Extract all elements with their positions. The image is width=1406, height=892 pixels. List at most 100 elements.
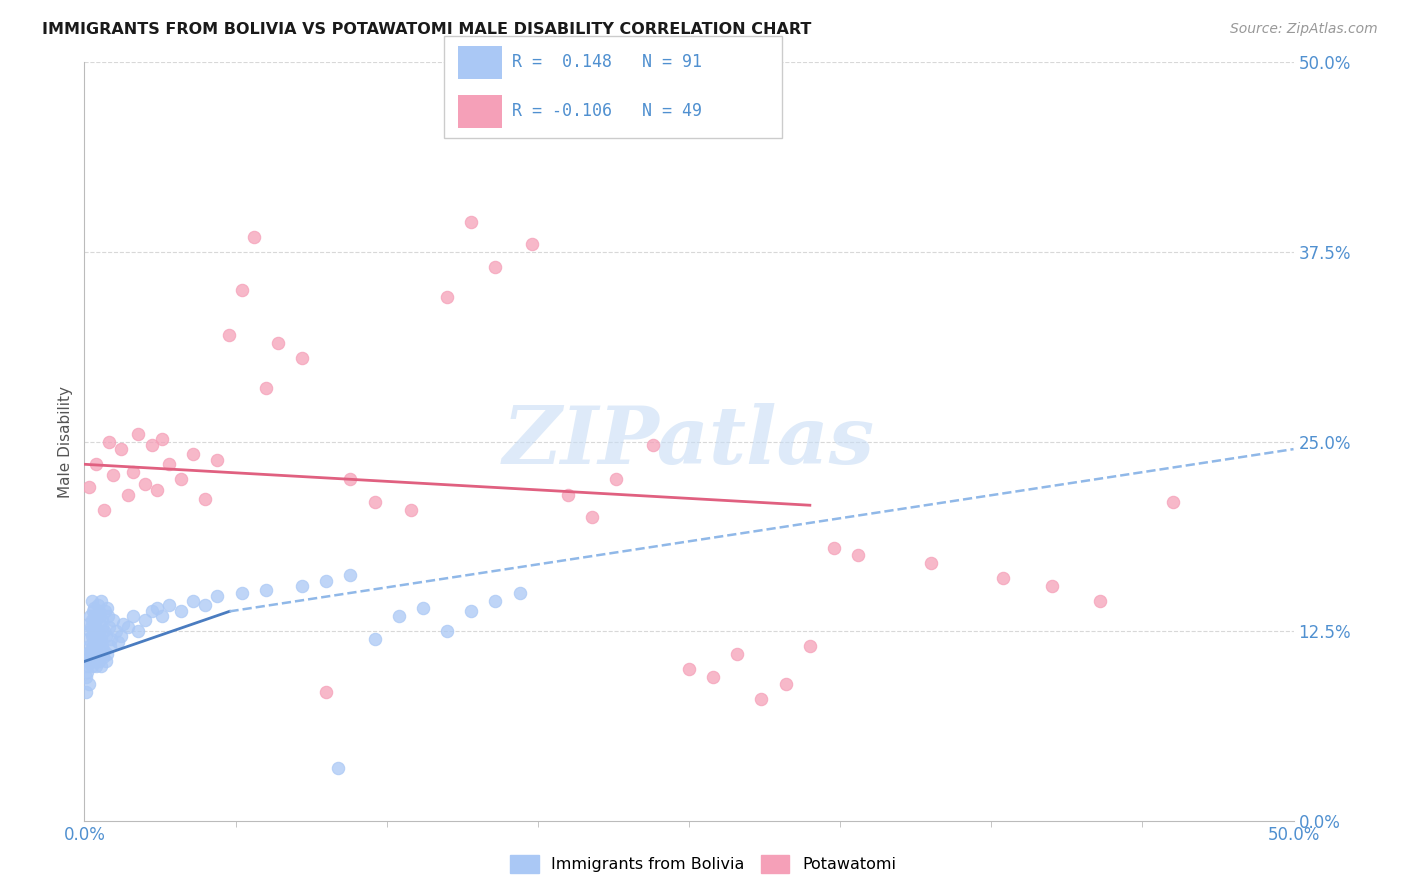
- Point: [641, 437, 664, 451]
- Point: [460, 604, 482, 618]
- Point: [83, 655, 105, 669]
- Point: [436, 291, 458, 305]
- Point: [993, 571, 1015, 585]
- Point: [103, 467, 125, 482]
- Point: [104, 624, 127, 639]
- Point: [77, 616, 100, 631]
- Point: [1161, 495, 1184, 509]
- Point: [86, 639, 108, 653]
- Point: [363, 495, 385, 509]
- Point: [87, 629, 110, 643]
- Point: [678, 662, 700, 676]
- Point: [83, 649, 105, 664]
- Point: [150, 432, 173, 446]
- Point: [121, 608, 143, 623]
- Point: [127, 427, 149, 442]
- Point: [315, 685, 337, 699]
- Point: [75, 669, 97, 683]
- Point: [82, 604, 104, 618]
- Point: [79, 649, 101, 664]
- Point: [87, 604, 110, 618]
- FancyBboxPatch shape: [458, 95, 502, 128]
- Point: [76, 659, 98, 673]
- Point: [110, 629, 132, 643]
- Text: R = -0.106   N = 49: R = -0.106 N = 49: [512, 102, 702, 120]
- Point: [89, 655, 111, 669]
- Point: [1088, 594, 1111, 608]
- Point: [96, 601, 118, 615]
- Point: [89, 634, 111, 648]
- Point: [77, 480, 100, 494]
- Point: [751, 692, 773, 706]
- Point: [86, 614, 108, 628]
- Point: [363, 632, 385, 646]
- Point: [242, 229, 264, 244]
- Point: [77, 639, 100, 653]
- Point: [194, 599, 217, 613]
- Point: [157, 457, 180, 471]
- Legend: Immigrants from Bolivia, Potawatomi: Immigrants from Bolivia, Potawatomi: [503, 848, 903, 880]
- Text: IMMIGRANTS FROM BOLIVIA VS POTAWATOMI MALE DISABILITY CORRELATION CHART: IMMIGRANTS FROM BOLIVIA VS POTAWATOMI MA…: [42, 22, 811, 37]
- Point: [93, 624, 115, 639]
- Point: [581, 510, 603, 524]
- Point: [91, 619, 114, 633]
- Point: [605, 473, 627, 487]
- Point: [77, 632, 100, 646]
- Point: [520, 237, 543, 252]
- Point: [121, 465, 143, 479]
- Point: [87, 647, 110, 661]
- Point: [509, 586, 531, 600]
- Point: [86, 624, 108, 639]
- Point: [82, 639, 104, 653]
- Point: [823, 541, 845, 555]
- Point: [94, 604, 117, 618]
- Point: [1040, 579, 1063, 593]
- Point: [90, 594, 112, 608]
- Point: [94, 655, 117, 669]
- Y-axis label: Male Disability: Male Disability: [58, 385, 73, 498]
- Point: [141, 604, 163, 618]
- Point: [170, 604, 193, 618]
- Point: [93, 503, 115, 517]
- Point: [799, 639, 821, 653]
- Point: [100, 632, 122, 646]
- Point: [141, 437, 163, 451]
- Point: [254, 382, 277, 396]
- Point: [97, 434, 120, 449]
- Point: [79, 624, 101, 639]
- Text: ZIPatlas: ZIPatlas: [503, 403, 875, 480]
- Point: [107, 634, 129, 648]
- Point: [80, 594, 103, 608]
- Point: [82, 659, 104, 673]
- Point: [110, 442, 132, 457]
- Point: [84, 619, 107, 633]
- Point: [83, 634, 105, 648]
- Text: Source: ZipAtlas.com: Source: ZipAtlas.com: [1230, 22, 1378, 37]
- Point: [134, 614, 156, 628]
- Point: [103, 614, 125, 628]
- Point: [388, 608, 411, 623]
- Point: [117, 619, 139, 633]
- Point: [76, 647, 98, 661]
- Point: [86, 457, 108, 471]
- Text: R =  0.148   N = 91: R = 0.148 N = 91: [512, 53, 702, 70]
- Point: [117, 487, 139, 501]
- Point: [436, 624, 458, 639]
- Point: [80, 614, 103, 628]
- Point: [91, 649, 114, 664]
- Point: [84, 659, 107, 673]
- Point: [146, 483, 169, 497]
- Point: [79, 608, 101, 623]
- Point: [157, 599, 180, 613]
- Point: [725, 647, 748, 661]
- Point: [83, 632, 105, 646]
- Point: [86, 599, 108, 613]
- Point: [328, 760, 350, 774]
- Point: [90, 659, 112, 673]
- Point: [76, 665, 98, 679]
- Point: [484, 260, 506, 274]
- Point: [181, 594, 204, 608]
- Point: [291, 579, 314, 593]
- Point: [112, 616, 135, 631]
- Point: [218, 328, 240, 343]
